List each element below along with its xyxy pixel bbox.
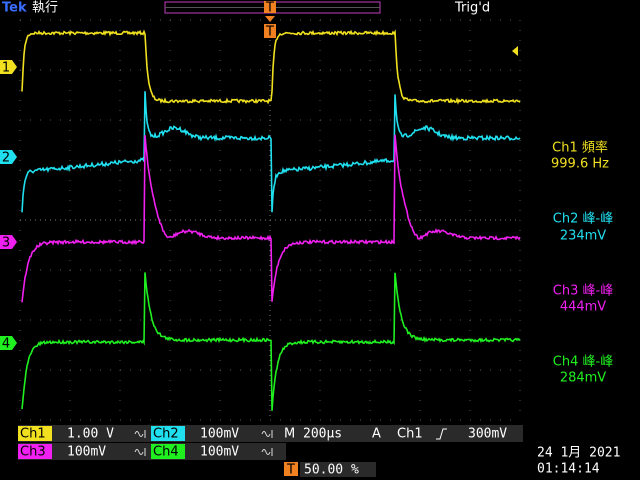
ch2-label: Ch2 [153,427,179,442]
ch1-marker [0,60,17,74]
ch1-tag [18,426,52,441]
footer-row1-bg [18,425,523,442]
ch3-label: Ch3 [20,445,46,460]
ch3-marker-label: 3 [2,236,10,251]
footer: Ch1 1.00 V Ch2 100mV M 200µs A Ch1 300mV… [18,425,620,478]
waveform-ch3 [21,134,521,303]
bw-icon [261,448,273,456]
run-status: 執行 [32,0,58,16]
trigger-pos-marker: T [265,1,274,16]
ch2-scale: 100mV [200,427,239,442]
ch2-marker [0,150,17,164]
ch2-tag [151,426,185,441]
trigger-slope-icon [436,428,447,440]
timebase: 200µs [303,427,342,442]
bw-icon [134,430,146,438]
ch4-marker-label: 4 [2,337,10,352]
waveforms [21,29,521,411]
ch4-marker [0,336,17,350]
measurement-value: 234mV [560,229,606,244]
measurement-value: 444mV [560,300,606,315]
trigger-arrow [265,16,275,22]
ch4-label: Ch4 [153,445,179,460]
trigger-label: A [372,427,381,442]
trigger-position-bg [300,462,376,477]
waveform-ch4 [21,272,521,411]
date: 24 1月 2021 [537,446,620,461]
trigger-marker: T [265,25,274,40]
bw-icon [134,448,146,456]
measurement-label: Ch1 頻率 [552,140,608,156]
ch1-marker-label: 1 [2,61,10,76]
waveform-ch2 [21,91,521,213]
trigger-source: Ch1 [397,427,423,442]
ch1-scale: 1.00 V [67,427,114,442]
trigger-level-marker [512,46,518,56]
waveform-ch1 [21,29,521,105]
measurement-label: Ch2 峰-峰 [553,212,613,227]
time: 01:14:14 [537,462,600,477]
measurement-value: 284mV [560,371,606,386]
ch2-marker-label: 2 [2,151,10,166]
bw-icon [261,430,273,438]
measurement-value: 999.6 Hz [551,157,609,172]
trigger-position-icon [284,462,298,476]
ch1-label: Ch1 [20,427,46,442]
graticule [19,19,521,421]
trigger-box [264,24,276,38]
trigger-state: Trig'd [454,1,490,16]
ch3-tag [18,444,52,459]
trigger-position-icon-label: T [286,463,295,478]
ch4-scale: 100mV [200,445,239,460]
ch4-tag [151,444,185,459]
trigger-pos-box [264,1,276,13]
trigger-position: 50.00 % [304,463,359,478]
channel-markers: 1 2 3 4 [0,60,17,352]
ch3-scale: 100mV [67,445,106,460]
trigger-level: 300mV [468,427,507,442]
ch3-marker [0,235,17,249]
timebase-label: M [284,427,295,442]
measurements: Ch1 頻率 999.6 Hz Ch2 峰-峰 234mV Ch3 峰-峰 44… [551,140,613,386]
measurement-label: Ch4 峰-峰 [553,355,613,370]
brand: Tek [2,1,27,16]
measurement-label: Ch3 峰-峰 [553,284,613,299]
